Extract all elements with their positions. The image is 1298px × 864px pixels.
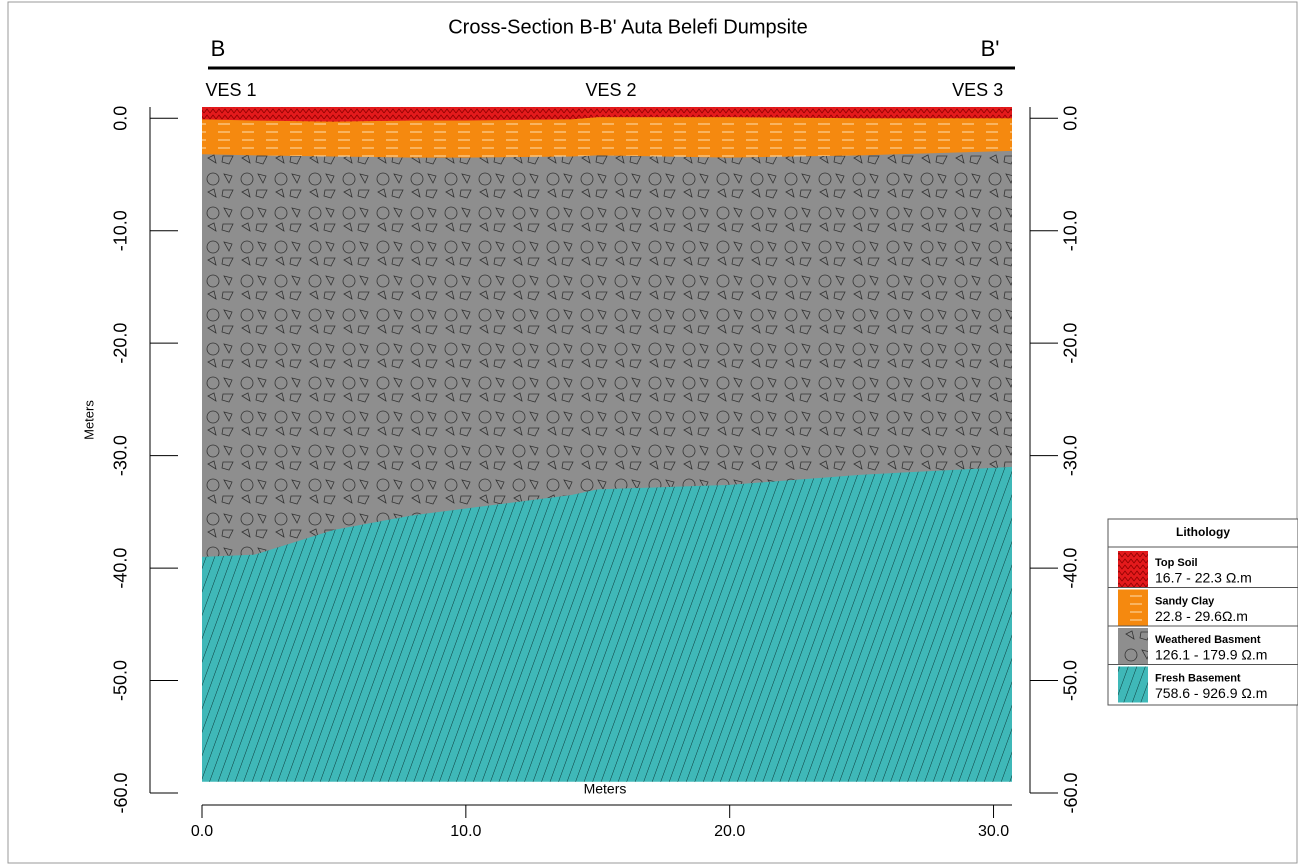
legend-name: Fresh Basement (1155, 672, 1241, 684)
y-tick-label: 0.0 (111, 106, 131, 131)
y-tick-label: -30.0 (111, 435, 131, 476)
section-end: B' (981, 36, 1000, 61)
ves-label: VES 3 (952, 80, 1003, 100)
x-tick-label: 20.0 (714, 823, 745, 840)
legend-range: 22.8 - 29.6Ω.m (1155, 608, 1248, 624)
legend-range: 126.1 - 179.9 Ω.m (1155, 647, 1267, 663)
x-tick-label: 10.0 (450, 823, 481, 840)
y-tick-label: -50.0 (111, 660, 131, 701)
y2-tick-label: 0.0 (1061, 106, 1081, 131)
legend-swatch-texture (1118, 666, 1148, 703)
chart-title: Cross-Section B-B' Auta Belefi Dumpsite (448, 16, 808, 38)
legend-range: 758.6 - 926.9 Ω.m (1155, 685, 1267, 701)
ves-label: VES 1 (206, 80, 257, 100)
y2-tick-label: -60.0 (1061, 772, 1081, 813)
layer-texture (202, 107, 1012, 557)
section-start: B (211, 36, 226, 61)
y-tick-label: -20.0 (111, 323, 131, 364)
x-tick-label: 30.0 (978, 823, 1009, 840)
x-axis-label: Meters (584, 781, 627, 797)
y2-tick-label: -20.0 (1061, 323, 1081, 364)
y-axis-label: Meters (81, 400, 96, 440)
y2-tick-label: -50.0 (1061, 660, 1081, 701)
frame (7, 1, 1298, 864)
legend-name: Weathered Basment (1155, 634, 1261, 646)
legend-swatch-texture (1118, 551, 1148, 587)
ves-label: VES 2 (585, 80, 636, 100)
y-tick-label: -40.0 (111, 548, 131, 589)
legend-name: Top Soil (1155, 557, 1198, 569)
y2-tick-label: -10.0 (1061, 210, 1081, 251)
y2-tick-label: -40.0 (1061, 548, 1081, 589)
y-tick-label: -60.0 (111, 772, 131, 813)
layer-texture (202, 107, 1012, 122)
legend-swatch-texture (1118, 628, 1148, 664)
y2-tick-label: -30.0 (1061, 435, 1081, 476)
legend-range: 16.7 - 22.3 Ω.m (1155, 570, 1252, 586)
legend-title: Lithology (1176, 525, 1230, 539)
y-tick-label: -10.0 (111, 210, 131, 251)
x-tick-label: 0.0 (191, 823, 213, 840)
legend-name: Sandy Clay (1155, 595, 1215, 607)
legend-swatch-texture (1118, 589, 1148, 626)
